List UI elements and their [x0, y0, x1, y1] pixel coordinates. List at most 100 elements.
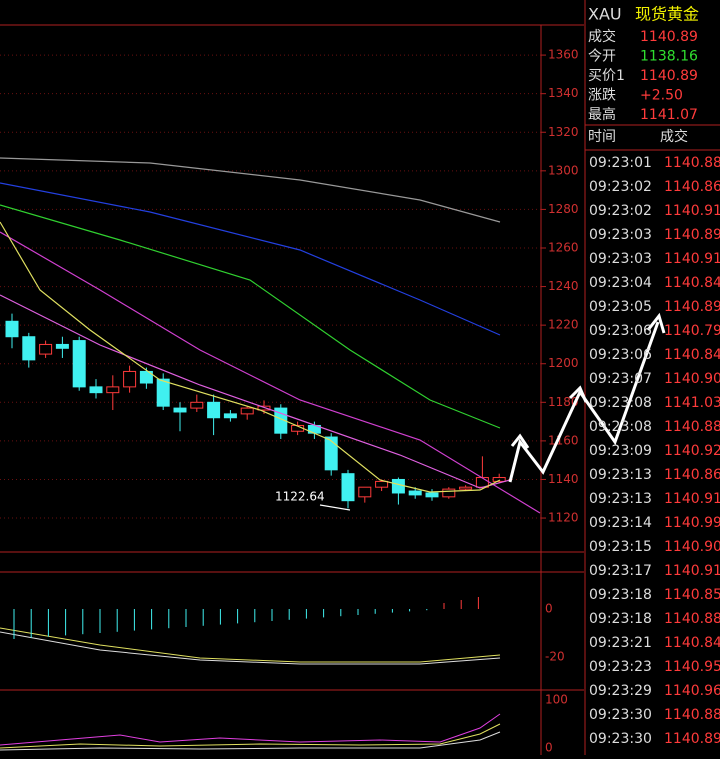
tick-price: 1140.84	[664, 275, 720, 291]
tick-time: 09:23:15	[589, 539, 652, 555]
tick-time: 09:23:13	[589, 467, 652, 483]
kdj-line	[0, 723, 501, 749]
column-header: 时间	[588, 129, 616, 145]
kdj-line	[0, 731, 501, 751]
tick-time: 09:23:23	[589, 659, 652, 675]
y-tick-label: 1200	[548, 356, 579, 370]
tick-time: 09:23:07	[589, 371, 652, 387]
tick-price: 1140.89	[664, 299, 720, 315]
y-tick-label: 1220	[548, 318, 579, 332]
quote-value: 1140.89	[640, 29, 698, 45]
candle-body	[55, 343, 69, 349]
tick-price: 1140.86	[664, 467, 720, 483]
tick-price: 1140.89	[664, 227, 720, 243]
tick-price: 1140.95	[664, 659, 720, 675]
y-tick-label: -20	[545, 650, 565, 664]
tick-time: 09:23:13	[589, 491, 652, 507]
quote-value: +2.50	[640, 88, 683, 104]
quote-label: 成交	[588, 28, 616, 45]
macd-line	[0, 627, 501, 663]
candle-body	[123, 370, 137, 388]
candle-body	[492, 477, 506, 482]
low-pointer	[319, 504, 351, 511]
arrow-head	[646, 312, 666, 334]
tick-price: 1140.84	[664, 635, 720, 651]
tick-price: 1140.88	[664, 611, 720, 627]
moving-averages	[0, 157, 541, 514]
candle-body	[358, 486, 372, 498]
tick-time: 09:23:18	[589, 587, 652, 603]
tick-time: 09:23:21	[589, 635, 652, 651]
candle-body	[459, 486, 473, 490]
tick-time: 09:23:18	[589, 611, 652, 627]
quote-label: 涨跌	[588, 88, 616, 104]
candle-body	[39, 343, 53, 355]
candle-body	[324, 436, 338, 471]
tick-time: 09:23:02	[589, 203, 652, 219]
tick-price: 1140.91	[664, 251, 720, 267]
tick-time: 09:23:06	[589, 347, 652, 363]
kdj-panel: 100 0	[0, 693, 568, 755]
tick-time: 09:23:03	[589, 227, 652, 243]
candle-body	[408, 490, 422, 496]
tick-time: 09:23:14	[589, 515, 652, 531]
y-tick-label: 1240	[548, 279, 579, 293]
kdj-line	[0, 713, 501, 746]
tick-price: 1140.91	[664, 491, 720, 507]
tick-time: 09:23:04	[589, 275, 652, 291]
tick-price: 1140.88	[664, 707, 720, 723]
tick-price: 1140.79	[664, 323, 720, 339]
candle-body	[173, 407, 187, 413]
y-tick-label: 1300	[548, 163, 579, 177]
candle-body	[22, 336, 36, 361]
candle-body	[207, 401, 221, 419]
column-header: 成交	[660, 128, 688, 145]
tick-price: 1140.90	[664, 371, 720, 387]
symbol-name: 现货黄金	[635, 5, 699, 24]
ma-line	[0, 231, 541, 514]
candle-body	[5, 320, 19, 338]
hand-drawn-arrows	[508, 312, 666, 483]
y-tick-label: 1360	[548, 48, 579, 62]
price-panel: 1120114011601180120012201240126012801300…	[0, 48, 579, 525]
y-tick-label: 0	[545, 602, 553, 616]
tick-price: 1140.96	[664, 683, 720, 699]
quote-value: 1140.89	[640, 68, 698, 84]
quote-label: 最高	[588, 106, 616, 123]
macd-line	[0, 631, 501, 665]
quote-value: 1138.16	[640, 49, 698, 65]
candle-body	[375, 480, 389, 488]
ma-line	[0, 157, 501, 223]
tick-time: 09:23:01	[589, 155, 652, 171]
tick-price: 1140.92	[664, 443, 720, 459]
tick-time: 09:23:03	[589, 251, 652, 267]
candle-body	[240, 407, 254, 415]
y-tick-label: 100	[545, 693, 568, 707]
y-tick-label: 1260	[548, 240, 579, 254]
candle-body	[139, 370, 153, 384]
macd-panel: 0 -20	[0, 597, 565, 665]
tick-time: 09:23:06	[589, 323, 652, 339]
symbol: XAU	[588, 5, 622, 24]
candle-body	[442, 488, 456, 498]
tick-price: 1140.90	[664, 539, 720, 555]
ma-line	[0, 294, 511, 489]
quote-value: 1141.07	[640, 107, 698, 123]
tick-time: 09:23:30	[589, 731, 652, 747]
low-annotation: 1122.64	[275, 490, 325, 504]
arrow	[508, 321, 660, 483]
quote-label: 今开	[588, 49, 616, 65]
candle-body	[72, 340, 86, 388]
ma-line	[0, 221, 501, 493]
y-tick-label: 1120	[548, 511, 579, 525]
sidebar: XAU 现货黄金 时间 成交 成交 1140.89 今开 1138.16 买价1 1140…	[585, 5, 720, 747]
tick-price: 1140.88	[664, 155, 720, 171]
tick-time: 09:23:17	[589, 563, 652, 579]
candle-body	[223, 413, 237, 419]
candle-body	[425, 492, 439, 498]
tick-time: 09:23:02	[589, 179, 652, 195]
tick-time: 09:23:05	[589, 299, 652, 315]
tick-time: 09:23:29	[589, 683, 652, 699]
ma-line	[0, 182, 501, 336]
